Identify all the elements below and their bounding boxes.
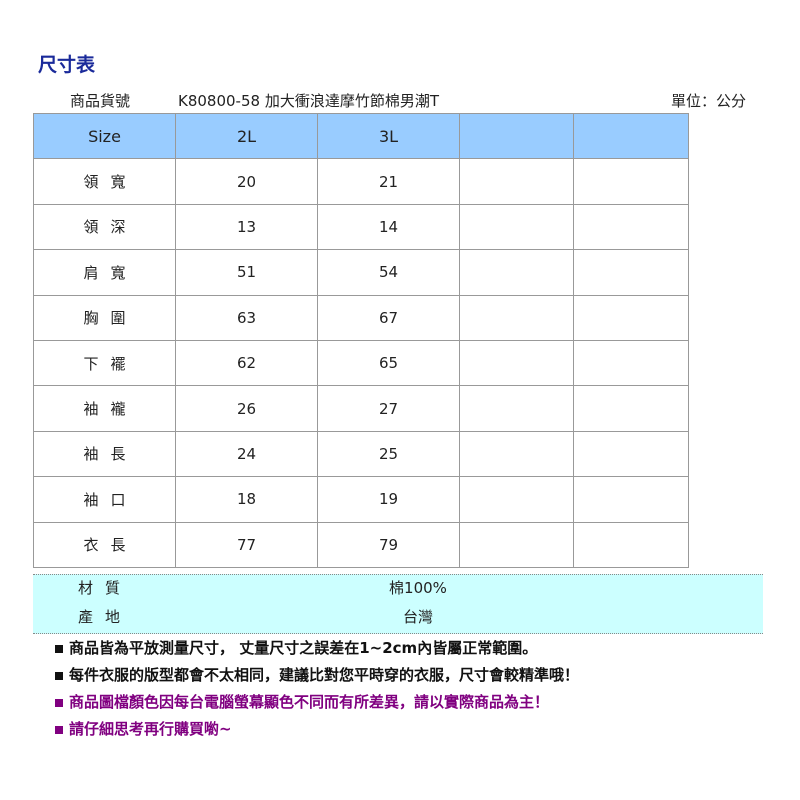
- note-item: 商品圖檔顏色因每台電腦螢幕顯色不同而有所差異，請以實際商品為主！: [55, 691, 549, 712]
- spec-row: 產地 台灣: [33, 606, 763, 635]
- table-row: 下襬 62 65: [33, 339, 689, 387]
- table-row: 袖口 18 19: [33, 476, 689, 523]
- row-label: 領寬: [33, 158, 176, 205]
- cell: 14: [317, 203, 460, 251]
- row-label: 胸圍: [33, 294, 176, 341]
- cell: [573, 158, 689, 205]
- cell: 27: [317, 385, 460, 432]
- cell: 18: [175, 476, 318, 523]
- spec-band: 材質 棉100% 產地 台灣: [33, 574, 763, 634]
- note-item: 請仔細思考再行購買喲~: [55, 718, 232, 739]
- cell: 13: [175, 203, 318, 251]
- cell: [573, 294, 689, 341]
- cell: 54: [317, 249, 460, 296]
- table-row: 領寬 20 21: [33, 158, 689, 205]
- cell: [573, 430, 689, 478]
- bullet-square-icon: [55, 671, 63, 680]
- cell: [573, 203, 689, 251]
- spec-label: 材質: [78, 579, 133, 597]
- cell: [573, 249, 689, 296]
- cell: 77: [175, 521, 318, 568]
- spec-value: 棉100%: [389, 579, 447, 597]
- cell: [459, 521, 574, 568]
- cell: [459, 385, 574, 432]
- spec-row: 材質 棉100%: [33, 577, 763, 606]
- cell: 25: [317, 430, 460, 478]
- header-cell: Size: [33, 112, 176, 160]
- cell: 79: [317, 521, 460, 568]
- row-label: 下襬: [33, 339, 176, 387]
- cell: [573, 339, 689, 387]
- table-row: 領深 13 14: [33, 203, 689, 251]
- note-text: 請仔細思考再行購買喲~: [69, 720, 232, 738]
- cell: [459, 339, 574, 387]
- note-item: 商品皆為平放測量尺寸， 丈量尺寸之誤差在1~2cm內皆屬正常範圍。: [55, 637, 537, 658]
- row-label: 肩寬: [33, 249, 176, 296]
- unit-label: 單位：公分: [671, 92, 747, 110]
- bullet-square-icon: [55, 698, 63, 707]
- spec-value: 台灣: [402, 608, 433, 626]
- note-text: 商品皆為平放測量尺寸， 丈量尺寸之誤差在1~2cm內皆屬正常範圍。: [69, 639, 538, 657]
- cell: [573, 521, 689, 568]
- cell: 62: [175, 339, 318, 387]
- note-text: 每件衣服的版型都會不太相同，建議比對您平時穿的衣服，尺寸會較精準哦！: [69, 666, 580, 684]
- header-cell: 3L: [317, 112, 460, 160]
- row-label: 袖襱: [33, 385, 176, 432]
- header-cell: 2L: [175, 112, 318, 160]
- table-row: 袖襱 26 27: [33, 385, 689, 432]
- bullet-square-icon: [55, 725, 63, 734]
- spec-label: 產地: [78, 608, 133, 626]
- cell: [459, 430, 574, 478]
- cell: 24: [175, 430, 318, 478]
- cell: 26: [175, 385, 318, 432]
- note-text: 商品圖檔顏色因每台電腦螢幕顯色不同而有所差異，請以實際商品為主！: [69, 693, 550, 711]
- product-code-label: 商品貨號: [70, 92, 131, 110]
- cell: [459, 158, 574, 205]
- table-row: 胸圍 63 67: [33, 294, 689, 341]
- row-label: 袖口: [33, 476, 176, 523]
- cell: [459, 476, 574, 523]
- cell: 67: [317, 294, 460, 341]
- table-row: 肩寬 51 54: [33, 249, 689, 296]
- cell: 21: [317, 158, 460, 205]
- product-name: K80800-58 加大衝浪達摩竹節棉男潮T: [178, 92, 439, 110]
- cell: [573, 476, 689, 523]
- note-item: 每件衣服的版型都會不太相同，建議比對您平時穿的衣服，尺寸會較精準哦！: [55, 664, 579, 685]
- cell: 63: [175, 294, 318, 341]
- cell: 20: [175, 158, 318, 205]
- cell: [459, 203, 574, 251]
- cell: [459, 294, 574, 341]
- page-title: 尺寸表: [38, 54, 96, 76]
- cell: [459, 249, 574, 296]
- cell: [573, 385, 689, 432]
- cell: 65: [317, 339, 460, 387]
- header-cell: [459, 112, 574, 160]
- row-label: 衣長: [33, 521, 176, 568]
- cell: 19: [317, 476, 460, 523]
- table-row: 衣長 77 79: [33, 521, 689, 568]
- row-label: 袖長: [33, 430, 176, 478]
- bullet-square-icon: [55, 644, 63, 653]
- table-row: 袖長 24 25: [33, 430, 689, 478]
- table-header-row: Size 2L 3L: [33, 112, 689, 160]
- row-label: 領深: [33, 203, 176, 251]
- header-cell: [573, 112, 689, 160]
- size-table: Size 2L 3L 領寬 20 21 領深 13 14 肩寬 51 54 胸圍 63 67 下襬 62 65 袖襱…: [33, 112, 689, 568]
- cell: 51: [175, 249, 318, 296]
